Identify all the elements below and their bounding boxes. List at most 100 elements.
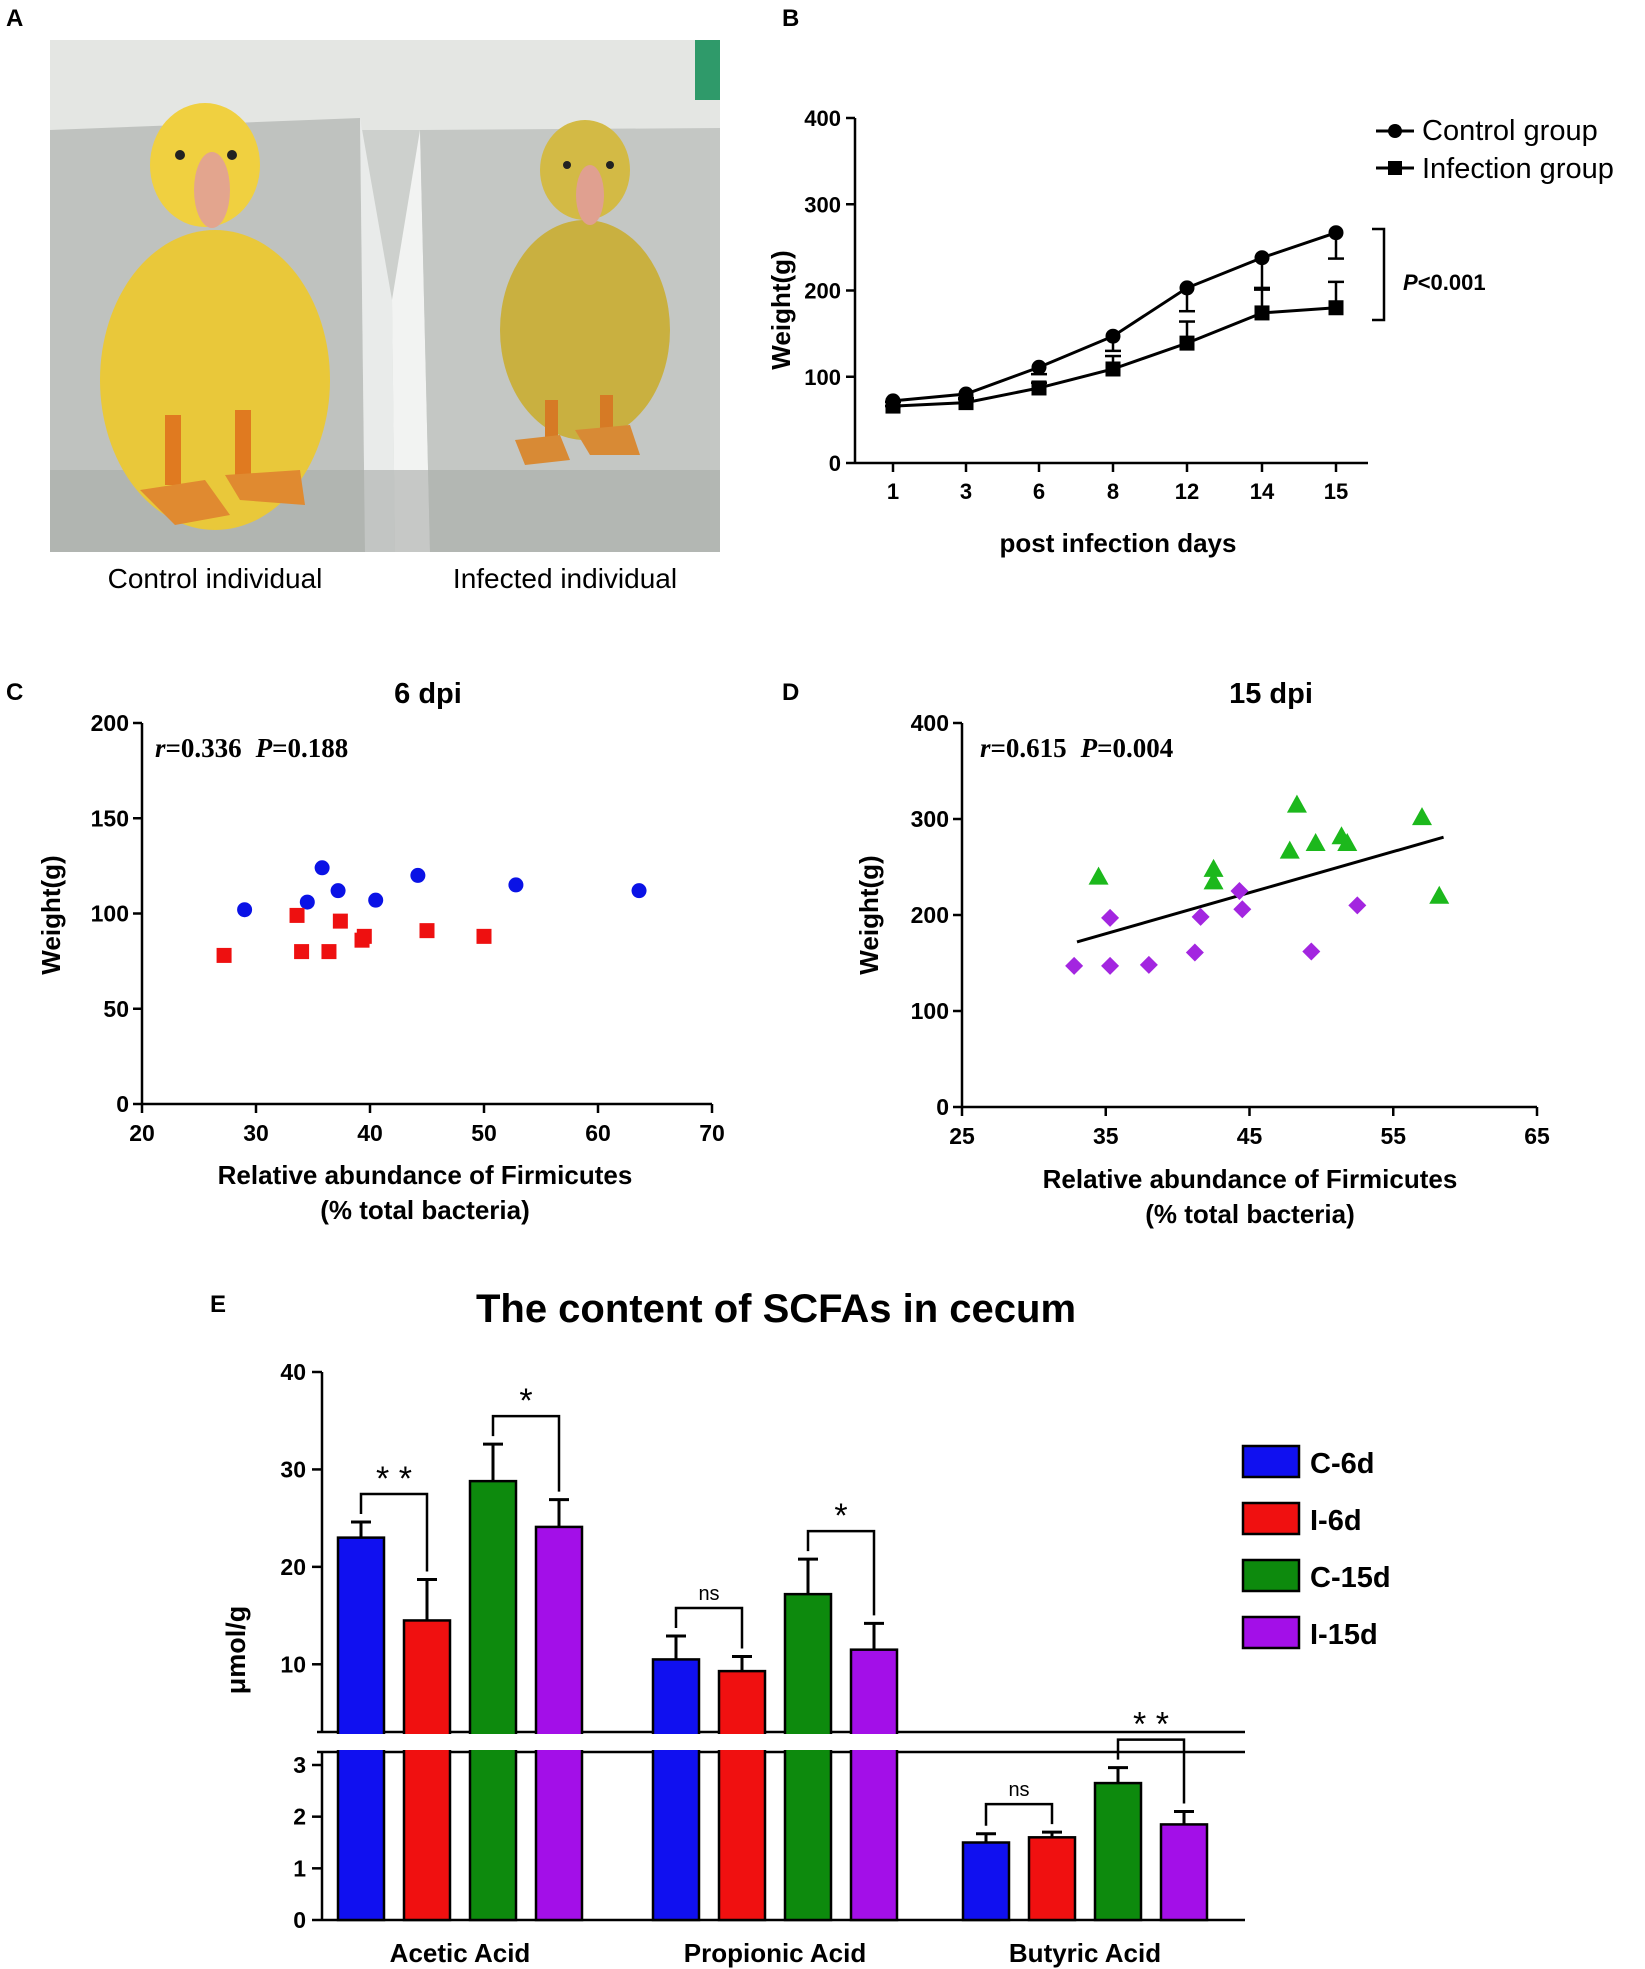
b-y-tick-label: 200: [804, 279, 841, 304]
c-point-control: [330, 883, 346, 899]
d-point-control: [1203, 858, 1224, 877]
e-bar-I-15d: [849, 1648, 899, 1922]
c-y-axis-label: Weight(g): [36, 855, 66, 974]
d-y-tick-label: 300: [911, 806, 949, 832]
c-y-tick-label: 100: [91, 901, 129, 927]
e-legend-swatch-I-15d: [1241, 1615, 1301, 1650]
b-legend-infection: Infection group: [1422, 153, 1614, 185]
b-point-infection: [1105, 361, 1121, 377]
c-x-axis-label: Relative abundance of Firmicutes: [218, 1160, 633, 1190]
d-r-label: r: [980, 733, 991, 763]
b-p-label: P: [1403, 270, 1418, 295]
e-significance-label: * *: [376, 1460, 412, 1498]
e-y-tick-label: 30: [280, 1456, 306, 1482]
panel-label-d: D: [782, 679, 799, 706]
d-y-tick-label: 400: [911, 710, 949, 736]
b-y-tick-label: 100: [804, 365, 841, 390]
c-point-control: [314, 860, 330, 876]
d-point-infected: [1348, 896, 1367, 915]
c-r-value: =0.336: [166, 733, 242, 763]
e-category-label: Butyric Acid: [1009, 1938, 1161, 1968]
c-y-tick-label: 200: [91, 710, 129, 736]
b-point-infection: [885, 398, 901, 414]
d-r-value: =0.615: [991, 733, 1067, 763]
d-point-infected: [1101, 956, 1120, 975]
panel-label-c: C: [6, 679, 23, 706]
b-point-control: [1328, 225, 1344, 241]
d-point-infected: [1185, 943, 1204, 962]
b-y-tick-label: 300: [804, 192, 841, 217]
d-p-value: =0.004: [1097, 733, 1173, 763]
c-x-tick-label: 60: [585, 1120, 611, 1146]
d-x-tick-label: 55: [1380, 1123, 1406, 1149]
e-significance-label: * *: [1133, 1706, 1169, 1744]
c-point-control: [508, 877, 524, 893]
c-x-tick-label: 70: [699, 1120, 725, 1146]
b-point-infection: [1254, 305, 1270, 321]
e-significance-bracket: [984, 1802, 1054, 1826]
c-point-control: [237, 902, 253, 918]
e-y-tick-label: 1: [293, 1855, 306, 1881]
d-point-control: [1279, 840, 1300, 859]
e-bar-I-15d: [1159, 1823, 1209, 1922]
c-x-tick-label: 30: [243, 1120, 269, 1146]
b-y-tick-label: 400: [804, 106, 841, 131]
b-p-value: <0.001: [1418, 270, 1486, 295]
d-point-control: [1203, 871, 1224, 890]
e-category-label: Acetic Acid: [390, 1938, 531, 1968]
c-point-infected: [321, 944, 337, 960]
d-x-tick-label: 65: [1524, 1123, 1550, 1149]
e-legend-swatch-C-6d: [1241, 1444, 1301, 1479]
b-legend: Control group Infection group: [1376, 115, 1614, 185]
b-legend-marker-square: [1388, 161, 1402, 175]
d-point-control: [1286, 794, 1307, 813]
b-point-control: [1031, 359, 1047, 375]
e-bar-C-6d: [961, 1841, 1011, 1922]
b-x-tick-label: 15: [1324, 479, 1348, 504]
e-legend-label: I-15d: [1310, 1619, 1378, 1651]
e-significance-bracket: [674, 1606, 744, 1649]
b-legend-marker-circle: [1388, 124, 1402, 138]
panel-label-b: B: [782, 5, 799, 32]
c-point-infected: [332, 913, 348, 929]
e-bar-C-6d: [651, 1658, 701, 1922]
d-y-tick-label: 200: [911, 902, 949, 928]
c-point-infected: [216, 947, 232, 963]
d-x-axis-label-2: (% total bacteria): [1145, 1199, 1355, 1229]
e-significance-bracket: [806, 1529, 876, 1616]
c-point-control: [631, 883, 647, 899]
e-legend-label: C-15d: [1310, 1562, 1391, 1594]
b-y-axis-label: Weight(g): [766, 250, 796, 369]
b-point-infection: [1031, 380, 1047, 396]
d-point-control: [1337, 833, 1358, 851]
d-point-control: [1305, 833, 1326, 851]
d-point-infected: [1139, 955, 1158, 974]
e-bar-C-15d: [783, 1592, 833, 1922]
c-point-infected: [419, 923, 435, 939]
e-legend-swatch-C-15d: [1241, 1558, 1301, 1593]
e-bar-C-15d: [468, 1479, 518, 1922]
c-point-infected: [289, 907, 305, 923]
d-point-control: [1412, 807, 1432, 826]
d-x-tick-label: 45: [1237, 1123, 1263, 1149]
b-x-tick-label: 12: [1175, 479, 1199, 504]
b-point-infection: [958, 395, 974, 411]
e-legend-label: C-6d: [1310, 1448, 1374, 1480]
weight-line-chart: Weight(g) post infection days Control gr…: [766, 106, 1614, 558]
c-point-infected: [294, 944, 310, 960]
e-y-tick-label: 40: [280, 1359, 306, 1385]
duckling-photo: [50, 40, 720, 552]
c-point-infected: [356, 928, 372, 944]
b-y-tick-label: 0: [829, 451, 841, 476]
d-point-infected: [1191, 907, 1210, 926]
e-significance-bracket: [359, 1492, 429, 1572]
b-x-tick-label: 8: [1107, 479, 1119, 504]
e-bar-I-6d: [1027, 1836, 1077, 1922]
e-legend: C-6d I-6d C-15d I-15d: [1241, 1444, 1391, 1651]
b-significance-bracket: P<0.001: [1372, 227, 1486, 322]
b-point-control: [1105, 328, 1121, 344]
d-p-label: P: [1080, 733, 1098, 763]
e-bar-I-15d: [534, 1525, 584, 1922]
d-point-infected: [1101, 908, 1120, 927]
